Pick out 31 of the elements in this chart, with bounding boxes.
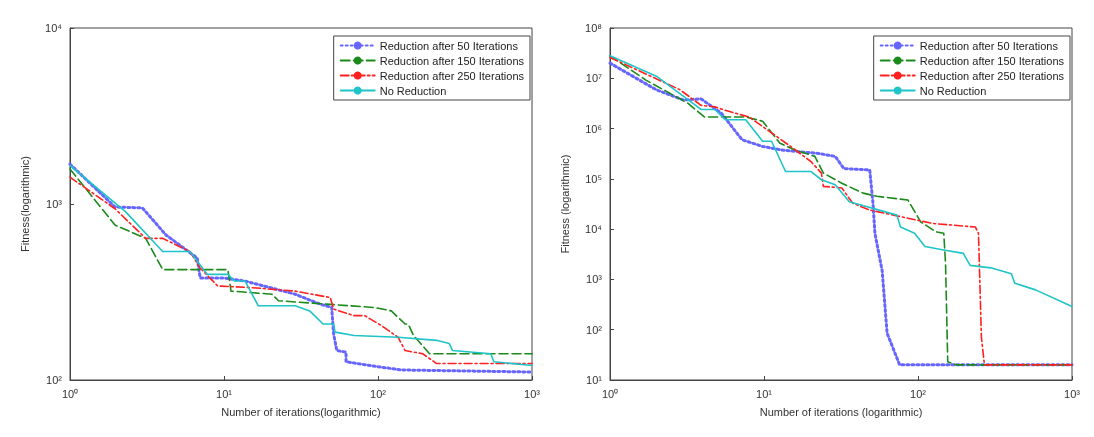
legend-label: Reduction after 50 Iterations bbox=[379, 39, 519, 52]
legend-label: Reduction after 250 Iterations bbox=[919, 69, 1065, 82]
y-axis-title: Fitness (logarithmic) bbox=[558, 154, 571, 254]
y-tick-label: 10³ bbox=[586, 273, 603, 286]
y-tick-label: 10¹ bbox=[586, 374, 603, 386]
x-axis-title: Number of iterations(logarithmic) bbox=[221, 405, 381, 418]
y-tick-label: 10⁵ bbox=[585, 172, 602, 185]
y-tick-label: 10⁴ bbox=[45, 22, 63, 34]
y-tick-label: 10⁸ bbox=[585, 22, 602, 34]
y-tick-label: 10⁶ bbox=[585, 122, 602, 135]
y-tick-label: 10⁴ bbox=[585, 223, 603, 236]
x-tick-label: 10⁰ bbox=[601, 387, 619, 400]
legend-label: No Reduction bbox=[379, 84, 447, 97]
legend-label: Reduction after 250 Iterations bbox=[379, 69, 525, 82]
y-tick-label: 10³ bbox=[46, 198, 63, 210]
x-tick-label: 10² bbox=[910, 387, 927, 400]
x-tick-label: 10¹ bbox=[216, 387, 233, 400]
x-tick-label: 10³ bbox=[524, 387, 541, 400]
x-tick-label: 10¹ bbox=[756, 387, 773, 400]
x-tick-label: 10⁰ bbox=[61, 387, 79, 400]
x-tick-label: 10² bbox=[370, 387, 387, 400]
x-tick-label: 10³ bbox=[1064, 387, 1081, 400]
x-axis-title: Number of iterations (logarithmic) bbox=[759, 405, 923, 418]
y-axis-title: Fitness(logarithmic) bbox=[18, 156, 31, 252]
legend-label: Reduction after 50 Iterations bbox=[919, 39, 1059, 52]
legend-label: Reduction after 150 Iterations bbox=[919, 54, 1065, 67]
legend-label: No Reduction bbox=[919, 84, 987, 97]
y-tick-label: 10² bbox=[46, 374, 63, 386]
legend-label: Reduction after 150 Iterations bbox=[379, 54, 525, 67]
y-tick-label: 10² bbox=[586, 323, 603, 336]
y-tick-label: 10⁷ bbox=[585, 72, 603, 85]
